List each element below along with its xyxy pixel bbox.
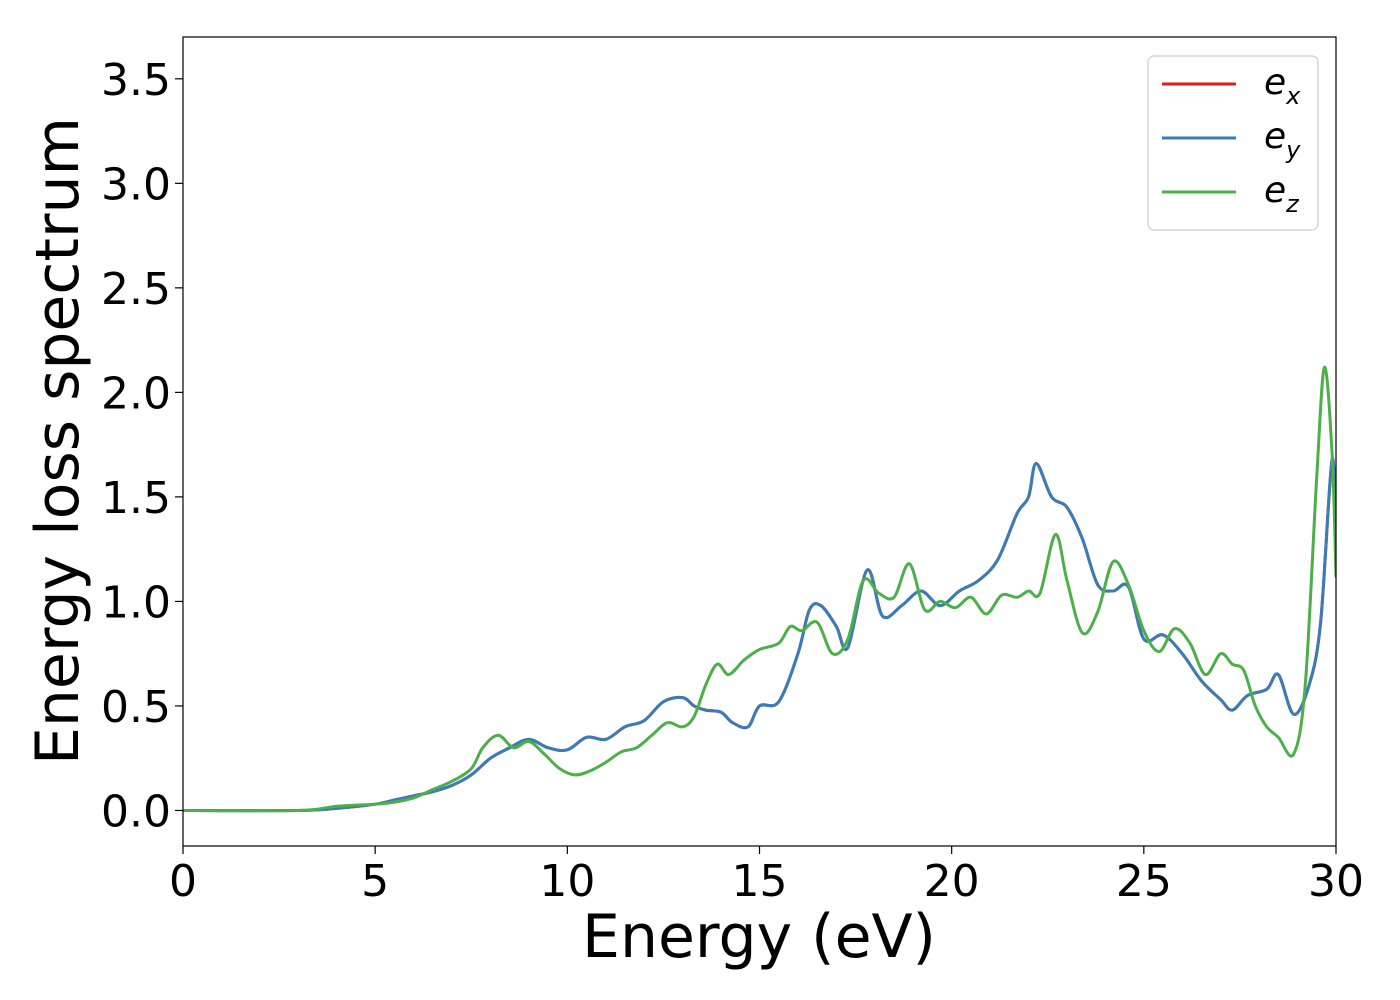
x-tick-label: 15 — [732, 856, 788, 907]
legend-label-ex: ex — [1264, 62, 1301, 110]
y-tick-label: 1.0 — [101, 577, 171, 628]
series-line-ey — [183, 457, 1336, 813]
series-layer — [183, 365, 1336, 813]
x-tick-label: 25 — [1116, 856, 1172, 907]
legend: ex ey ez — [1147, 55, 1319, 231]
x-axis: 0 5 10 15 20 25 30 — [169, 846, 1364, 907]
y-tick-label: 3.5 — [101, 55, 171, 106]
legend-label-ez: ez — [1264, 170, 1300, 218]
y-tick-label: 0.5 — [101, 682, 171, 733]
legend-box — [1147, 55, 1319, 231]
y-tick-label: 3.0 — [101, 159, 171, 210]
y-axis: 0.0 0.5 1.0 1.5 2.0 2.5 3.0 3.5 — [101, 55, 183, 837]
y-tick-label: 1.5 — [101, 473, 171, 524]
y-tick-label: 0.0 — [101, 786, 171, 837]
y-tick-label: 2.5 — [101, 264, 171, 315]
y-axis-label: Energy loss spectrum — [23, 117, 93, 765]
legend-label-ey: ey — [1264, 116, 1301, 164]
x-axis-label: Energy (eV) — [582, 902, 936, 972]
series-line-ez — [183, 365, 1336, 813]
x-tick-label: 30 — [1308, 856, 1364, 907]
x-tick-label: 5 — [361, 856, 389, 907]
x-tick-label: 0 — [169, 856, 197, 907]
x-tick-label: 20 — [924, 856, 980, 907]
x-tick-label: 10 — [539, 856, 595, 907]
y-tick-label: 2.0 — [101, 368, 171, 419]
